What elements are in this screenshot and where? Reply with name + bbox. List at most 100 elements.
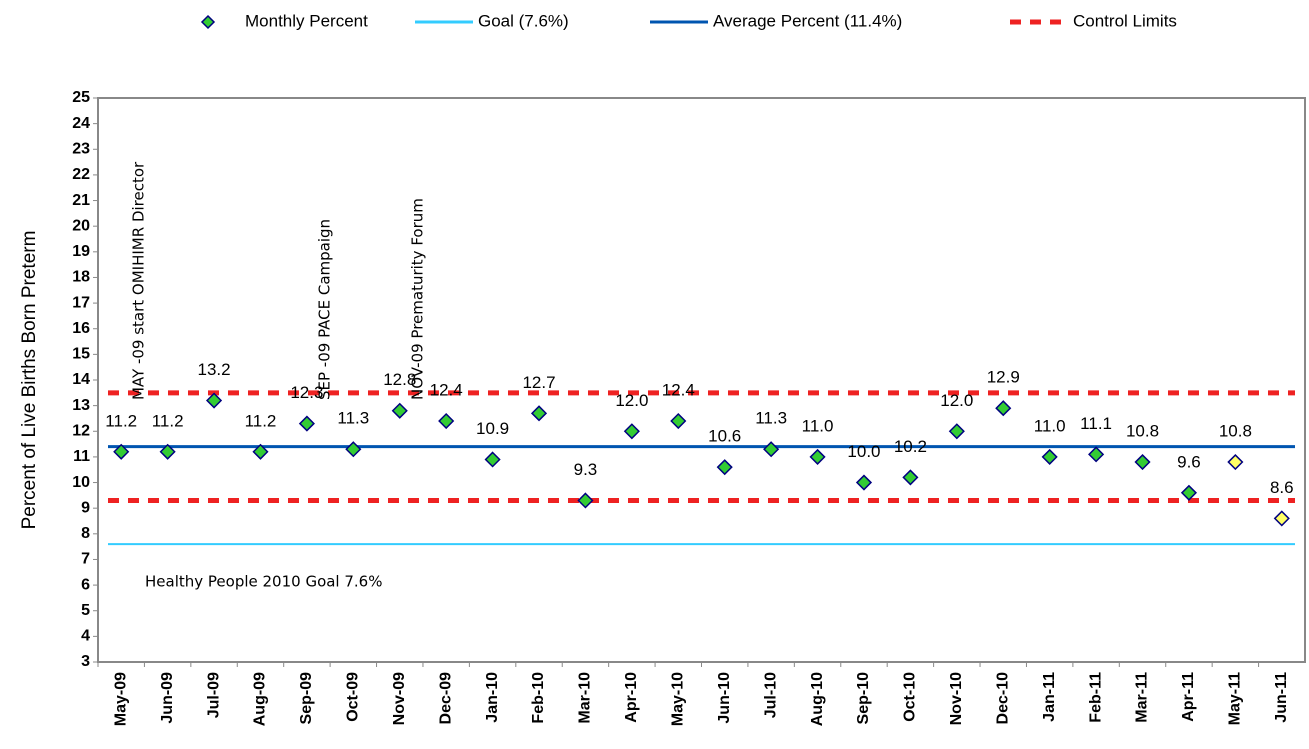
data-point: [855, 474, 873, 491]
data-point: [391, 402, 408, 419]
y-tick-label: 21: [72, 192, 90, 209]
data-point: [995, 400, 1012, 417]
legend-label: Control Limits: [1073, 11, 1177, 30]
x-tick-label: Jun-10: [716, 672, 733, 724]
data-point: [577, 492, 594, 509]
data-point: [1041, 448, 1058, 465]
data-point: [113, 443, 130, 460]
y-tick-label: 15: [72, 346, 90, 363]
data-point: [1273, 510, 1290, 527]
data-point: [298, 415, 315, 432]
x-tick-label: Aug-09: [252, 672, 269, 726]
x-tick-label: May-09: [112, 672, 129, 726]
value-label: 10.2: [894, 437, 927, 456]
y-tick-label: 9: [81, 499, 90, 516]
data-point: [159, 443, 176, 460]
y-tick-label: 16: [72, 320, 90, 337]
x-tick-label: Sep-09: [298, 672, 315, 725]
y-tick-label: 24: [72, 115, 90, 132]
value-label: 11.2: [152, 411, 184, 430]
data-point: [1227, 453, 1244, 471]
data-point: [948, 423, 965, 440]
data-point: [902, 469, 919, 486]
value-label: 13.2: [198, 360, 231, 379]
legend-label: Monthly Percent: [245, 11, 368, 30]
y-tick-label: 6: [81, 576, 90, 593]
x-tick-label: Jan-11: [1041, 672, 1058, 722]
value-label: 12.9: [987, 368, 1020, 387]
value-label: 12.4: [662, 381, 695, 400]
data-point: [623, 423, 640, 440]
x-tick-label: Dec-09: [437, 672, 454, 725]
x-tick-label: Nov-09: [391, 672, 408, 725]
data-point: [1088, 446, 1105, 463]
x-tick-label: Jan-10: [484, 672, 501, 723]
x-tick-label: Oct-10: [902, 672, 919, 722]
value-label: 8.6: [1270, 478, 1294, 497]
y-tick-label: 23: [72, 140, 90, 157]
legend-marker: [200, 14, 216, 30]
value-label: 10.8: [1219, 422, 1252, 441]
value-label: 11.2: [105, 411, 137, 430]
data-point: [809, 448, 826, 465]
value-label: 10.0: [847, 442, 880, 461]
y-tick-label: 12: [72, 422, 90, 439]
value-label: 10.9: [476, 419, 509, 438]
data-point: [530, 405, 548, 422]
x-tick-label: Aug-10: [809, 672, 826, 726]
x-tick-label: May-11: [1227, 672, 1244, 725]
x-tick-label: Jul-10: [762, 672, 779, 718]
x-tick-label: Feb-11: [1087, 672, 1104, 723]
x-tick-label: Oct-09: [345, 672, 362, 722]
data-point: [763, 441, 780, 458]
y-tick-label: 7: [81, 551, 90, 568]
value-label: 12.7: [522, 373, 555, 392]
data-point: [670, 412, 687, 430]
legend-label: Average Percent (11.4%): [713, 11, 902, 30]
value-label: 11.0: [802, 416, 834, 435]
data-point: [438, 412, 455, 430]
value-label: 12.8: [383, 370, 416, 389]
x-tick-label: Jun-09: [159, 672, 176, 724]
value-label: 10.6: [708, 427, 741, 446]
y-axis-label: Percent of Live Births Born Preterm: [19, 231, 40, 530]
x-tick-label: Feb-10: [530, 672, 547, 724]
y-tick-label: 20: [72, 217, 90, 234]
y-tick-label: 17: [72, 294, 90, 311]
value-label: 12.3: [290, 383, 323, 402]
value-label: 11.3: [755, 409, 787, 428]
x-tick-label: Nov-10: [948, 672, 965, 725]
value-label: 9.6: [1177, 452, 1201, 471]
data-point: [1180, 484, 1198, 501]
y-tick-label: 11: [73, 448, 90, 465]
x-tick-label: Apr-10: [623, 672, 640, 723]
y-tick-label: 18: [72, 269, 90, 286]
x-tick-label: Mar-11: [1134, 672, 1151, 723]
x-tick-label: Jul-09: [205, 672, 222, 718]
data-point: [252, 443, 269, 460]
value-label: 11.2: [245, 411, 277, 430]
annotation: MAY -09 start OMIHIMR Director: [130, 161, 148, 400]
y-tick-label: 5: [81, 602, 90, 619]
value-label: 10.8: [1126, 422, 1159, 441]
data-point: [345, 441, 362, 458]
value-label: 12.4: [430, 381, 463, 400]
y-tick-label: 14: [72, 371, 90, 388]
annotation: NOV-09 Prematurity Forum: [408, 198, 426, 400]
data-point: [484, 451, 501, 468]
y-tick-label: 4: [81, 628, 90, 645]
value-label: 11.3: [337, 409, 369, 428]
annotation: Healthy People 2010 Goal 7.6%: [145, 573, 382, 591]
data-point: [205, 392, 223, 409]
data-point: [1134, 453, 1151, 471]
y-tick-label: 22: [72, 166, 90, 183]
value-label: 9.3: [574, 460, 598, 479]
y-tick-label: 19: [72, 243, 90, 260]
annotation: SEP -09 PACE Campaign: [315, 219, 333, 400]
x-tick-label: May-10: [670, 672, 687, 726]
value-label: 11.1: [1080, 414, 1112, 433]
x-tick-label: Apr-11: [1180, 672, 1197, 722]
x-tick-label: Dec-10: [994, 672, 1011, 725]
y-tick-label: 13: [72, 397, 90, 414]
